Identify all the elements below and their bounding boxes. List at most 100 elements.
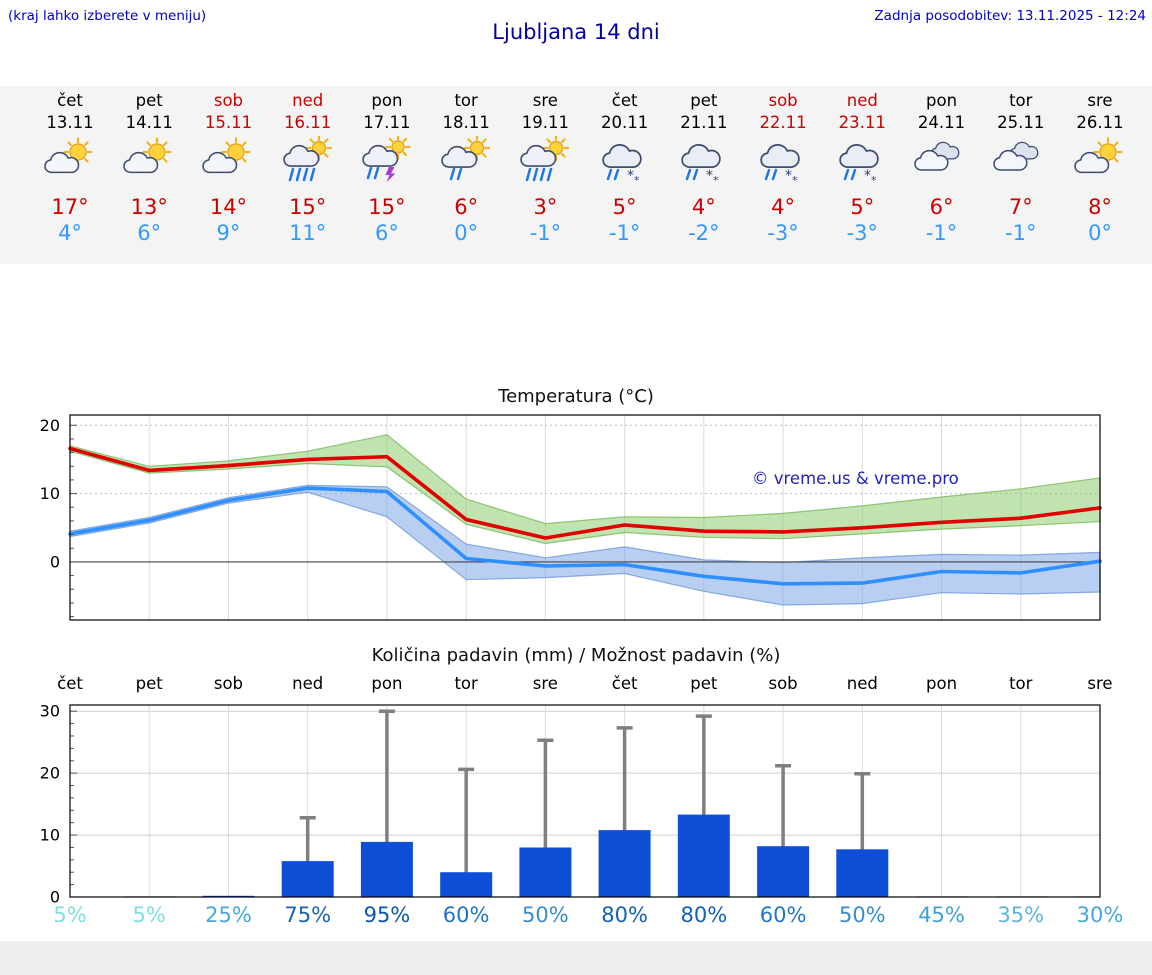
svg-text:*: * — [713, 174, 719, 187]
day-date: 18.11 — [442, 113, 490, 132]
svg-text:*: * — [792, 174, 798, 187]
precip-probability: 5% — [132, 903, 166, 927]
max-temp: 6° — [454, 195, 479, 219]
forecast-day-24.11[interactable]: pon 24.11 6° -1° — [902, 86, 982, 246]
precip-day-label: tor — [454, 674, 478, 693]
precip-bar — [1074, 896, 1100, 897]
forecast-day-23.11[interactable]: ned 23.11 * * 5° -3° — [822, 86, 902, 246]
day-date: 26.11 — [1076, 113, 1124, 132]
forecast-day-21.11[interactable]: pet 21.11 * * 4° -2° — [664, 86, 744, 246]
precip-bar — [994, 896, 1047, 897]
day-name: sob — [768, 91, 798, 110]
day-date: 16.11 — [284, 113, 332, 132]
day-date: 15.11 — [204, 113, 253, 132]
precip-probability: 75% — [284, 903, 332, 927]
forecast-strip: čet 13.11 17° 4° pet 14.11 13° 6° sob 15.11 14° 9° n… — [0, 86, 1152, 264]
partly-cloudy-icon — [1060, 136, 1140, 194]
cloudy-glyph — [993, 141, 1039, 171]
thunderstorm-sun-glyph — [362, 134, 411, 182]
precip-probability: 50% — [838, 903, 886, 927]
svg-text:20: 20 — [40, 416, 60, 435]
precip-probability: 45% — [918, 903, 965, 927]
precip-day-label: pet — [690, 674, 718, 693]
precip-day-label: sre — [1087, 674, 1113, 693]
day-name: ned — [846, 91, 878, 110]
cloudy-icon — [902, 136, 982, 194]
min-temp: 4° — [58, 221, 82, 245]
min-temperature-range — [69, 484, 1101, 606]
day-name: ned — [292, 91, 324, 110]
precip-probability: 60% — [759, 903, 807, 927]
precip-day-label: pet — [135, 674, 163, 693]
svg-text:*: * — [871, 174, 877, 187]
forecast-day-20.11[interactable]: čet 20.11 * * 5° -1° — [585, 86, 665, 246]
last-update-timestamp: Zadnja posodobitev: 13.11.2025 - 12:24 — [874, 8, 1146, 24]
min-temp: -1° — [1005, 221, 1037, 245]
day-date: 22.11 — [759, 113, 807, 132]
precip-bar — [598, 830, 651, 897]
min-temperature-line — [68, 486, 1102, 586]
min-temp: -2° — [688, 221, 720, 245]
svg-text:10: 10 — [40, 826, 60, 845]
max-temp: 17° — [51, 195, 89, 219]
day-name: sob — [213, 91, 244, 110]
forecast-day-18.11[interactable]: tor 18.11 6° 0° — [426, 86, 506, 246]
day-name: sre — [1087, 91, 1113, 110]
forecast-day-25.11[interactable]: tor 25.11 7° -1° — [981, 86, 1061, 246]
precip-probability: 35% — [997, 903, 1045, 927]
precip-probability: 30% — [1076, 903, 1124, 927]
forecast-day-15.11[interactable]: sob 15.11 14° 9° — [188, 86, 268, 246]
partly-cloudy-glyph — [1074, 137, 1123, 174]
precip-bar — [677, 814, 730, 897]
partly-cloudy-glyph — [44, 137, 93, 174]
forecast-day-19.11[interactable]: sre 19.11 3° -1° — [505, 86, 585, 246]
precip-whiskers — [299, 709, 871, 897]
max-temp: 3° — [533, 195, 558, 219]
forecast-day-16.11[interactable]: ned 16.11 15° 11° — [268, 86, 348, 246]
watermark-link[interactable]: © vreme.us & vreme.pro — [752, 469, 959, 488]
precip-grid — [70, 705, 1100, 897]
day-name: tor — [1009, 91, 1033, 110]
forecast-day-26.11[interactable]: sre 26.11 8° 0° — [1060, 86, 1140, 246]
forecast-day-13.11[interactable]: čet 13.11 17° 4° — [30, 86, 110, 246]
menu-note: (kraj lahko izberete v meniju) — [8, 8, 207, 24]
thunderstorm-sun-icon — [347, 134, 427, 194]
svg-text:10: 10 — [40, 484, 60, 503]
min-temp: 0° — [454, 221, 479, 245]
precip-day-labels-row: čet pet sob ned pon tor sre čet pet sob ned pon tor s… — [0, 674, 1152, 696]
forecast-day-14.11[interactable]: pet 14.11 13° 6° — [109, 86, 189, 246]
temp-y-axis: 0 10 20 — [40, 416, 77, 618]
svg-text:20: 20 — [40, 764, 60, 783]
forecast-day-22.11[interactable]: sob 22.11 * * 4° -3° — [743, 86, 823, 246]
partly-cloudy-icon — [188, 136, 268, 194]
svg-text:*: * — [864, 168, 871, 184]
precip-bar — [757, 846, 810, 897]
precip-plot-border — [69, 704, 1101, 898]
precip-day-label: tor — [1009, 674, 1033, 693]
partly-cloudy-glyph — [123, 137, 172, 174]
precip-probability: 25% — [205, 903, 252, 927]
max-temp: 4° — [691, 195, 716, 219]
precip-probability: 60% — [442, 903, 490, 927]
day-date: 19.11 — [521, 113, 569, 132]
min-temp: 9° — [216, 221, 241, 245]
precip-probability: 80% — [601, 903, 648, 927]
max-temp: 15° — [289, 195, 327, 219]
min-temp: 0° — [1088, 221, 1112, 245]
min-temp: -3° — [767, 221, 799, 245]
day-date: 20.11 — [600, 113, 649, 132]
sleet-icon: * * — [822, 136, 902, 194]
partly-cloudy-icon — [30, 136, 110, 194]
sleet-glyph: * * — [681, 143, 721, 187]
cloudy-icon — [981, 136, 1061, 194]
cloudy-glyph — [913, 141, 959, 171]
forecast-day-17.11[interactable]: pon 17.11 15° 6° — [347, 86, 427, 246]
sleet-glyph: * * — [601, 143, 642, 187]
max-temperature-line — [68, 446, 1102, 540]
rain-sun-glyph — [520, 134, 570, 182]
footer-band — [0, 941, 1152, 975]
svg-text:30: 30 — [40, 702, 60, 721]
precip-day-label: čet — [611, 674, 638, 693]
